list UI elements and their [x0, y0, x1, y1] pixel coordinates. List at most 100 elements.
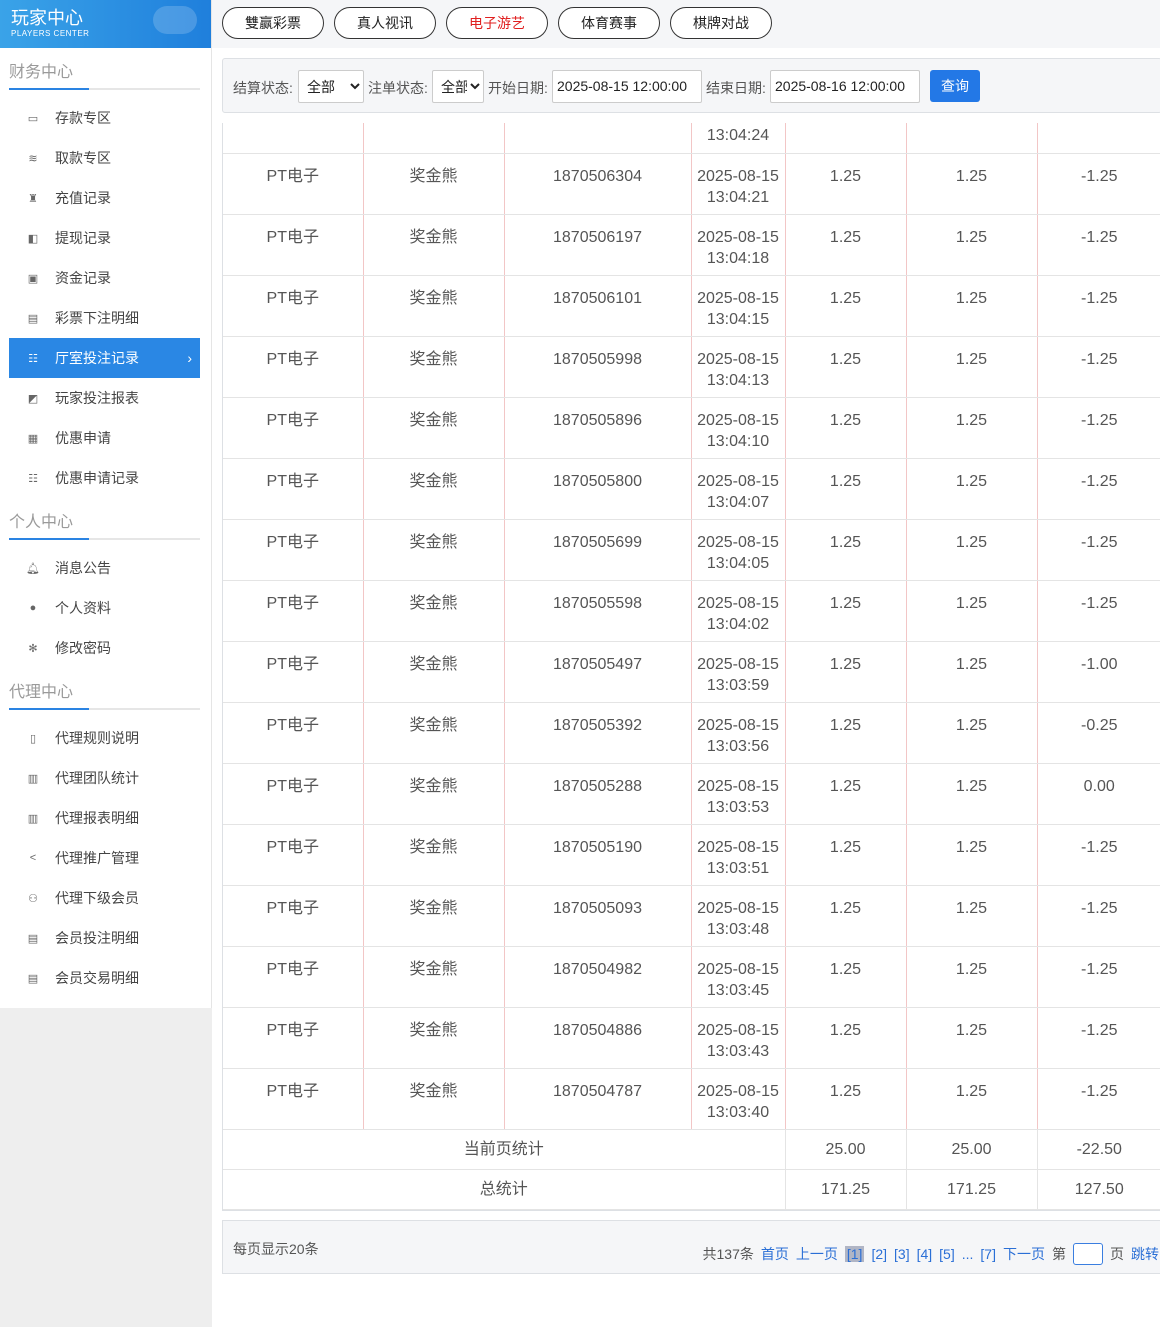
table-cell: 1.25 [784, 1068, 906, 1130]
table-cell: PT电子 [223, 946, 363, 1008]
card-icon: ▭ [27, 112, 39, 125]
cell-text: -1.25 [1081, 228, 1118, 246]
cell-text: 2025-08-15 [697, 350, 779, 368]
book-icon: ▥ [27, 812, 39, 825]
per-page-text: 每页显示20条 [233, 1241, 319, 1257]
sidebar-item[interactable]: ☷ 优惠申请记录 [9, 458, 200, 498]
end-date-input[interactable]: 2025-08-16 12:00:00 [770, 70, 920, 103]
table-cell: 1870505699 [503, 519, 691, 581]
sidebar-item[interactable]: ▥ 代理团队统计 [9, 758, 200, 798]
cell-text: 2025-08-15 [697, 472, 779, 490]
sidebar-item[interactable]: ▦ 优惠申请 [9, 418, 200, 458]
order-status-select[interactable]: 全部 [432, 70, 484, 103]
sidebar-item[interactable]: ✻ 修改密码 [9, 628, 200, 668]
page-link[interactable]: [4] [916, 1246, 933, 1262]
sidebar-item[interactable]: ▯ 代理规则说明 [9, 718, 200, 758]
cell-text: 2025-08-15 [697, 899, 779, 917]
goto-page-input[interactable] [1073, 1243, 1103, 1265]
sidebar-section-title: 代理中心 [9, 668, 200, 710]
table-cell: PT电子 [223, 519, 363, 581]
sidebar-item[interactable]: ● 个人资料 [9, 588, 200, 628]
table-cell: 2025-08-15 13:04:13 [690, 336, 785, 398]
table-cell: 奖金熊 [362, 1007, 504, 1069]
cell-text: 13:03:43 [706, 1042, 770, 1060]
tab-button[interactable]: 电子游艺 [446, 7, 548, 39]
cell-text: 2025-08-15 [697, 411, 779, 429]
goto-suffix: 页 [1110, 1246, 1124, 1262]
sidebar-item[interactable]: ◧ 提现记录 [9, 218, 200, 258]
list-icon: ☷ [28, 472, 38, 485]
cell-text: PT电子 [266, 1021, 319, 1039]
sidebar-item[interactable]: ≋ 取款专区 [9, 138, 200, 178]
tab-button[interactable]: 真人视讯 [334, 7, 436, 39]
table-cell: 1.25 [905, 458, 1037, 520]
table-cell: 奖金熊 [362, 214, 504, 276]
cell-text: -1.25 [1081, 289, 1118, 307]
table-cell: 2025-08-15 13:03:53 [690, 763, 785, 825]
sidebar-item[interactable]: ☷ 厅室投注记录 › [9, 338, 200, 378]
query-button[interactable]: 查询 [930, 70, 980, 102]
table-cell: PT电子 [223, 458, 363, 520]
page-link[interactable]: [1] [844, 1246, 865, 1262]
user-icon: ● [29, 602, 37, 614]
cell-text: 1.25 [829, 1021, 862, 1039]
cell-text: 1.25 [955, 594, 988, 612]
page-link[interactable]: [2] [871, 1246, 888, 1262]
summary-value: 25.00 [784, 1129, 906, 1170]
page-link[interactable]: [3] [894, 1246, 910, 1262]
gift-icon: ▦ [27, 432, 39, 445]
tab-button[interactable]: 棋牌对战 [670, 7, 772, 39]
page-link[interactable]: [5] [939, 1246, 955, 1262]
sidebar-item[interactable]: 🔔︎ 消息公告 [9, 548, 200, 588]
cell-text: 奖金熊 [409, 167, 458, 185]
cell-text: 13:04:18 [706, 249, 770, 267]
safe-icon: ▣ [27, 272, 39, 285]
table-row: 13:04:24 [223, 123, 1160, 154]
cell-text: 1.25 [955, 289, 988, 307]
sidebar-item[interactable]: ▣ 资金记录 [9, 258, 200, 298]
sidebar-item[interactable]: ♜ 充值记录 [9, 178, 200, 218]
sidebar-item[interactable]: ⚇ 代理下级会员 [9, 878, 200, 918]
table-cell: PT电子 [223, 885, 363, 947]
brand-title: 玩家中心 [11, 8, 83, 28]
table-cell: -0.25 [1036, 702, 1160, 764]
table-cell: -1.00 [1036, 641, 1160, 703]
table-cell: -1.25 [1036, 214, 1160, 276]
prev-page-link[interactable]: 上一页 [795, 1246, 838, 1262]
settle-status-select[interactable]: 全部 [298, 70, 364, 103]
table-cell: 2025-08-15 13:03:43 [690, 1007, 785, 1069]
goto-prefix: 第 [1052, 1246, 1066, 1262]
first-page-link[interactable]: 首页 [760, 1246, 789, 1262]
sidebar-item[interactable]: ▤ 会员投注明细 [9, 918, 200, 958]
sidebar-item[interactable]: ▭ 存款专区 [9, 98, 200, 138]
page-link[interactable]: [7] [980, 1246, 996, 1262]
table-row: PT电子 奖金熊 1870505190 2025-08-15 13:03:51 1.25 1… [223, 824, 1160, 886]
sidebar-item[interactable]: ▥ 代理报表明细 [9, 798, 200, 838]
cell-text: PT电子 [266, 167, 319, 185]
table-cell: 2025-08-15 13:04:02 [690, 580, 785, 642]
table-cell: 1.25 [784, 763, 906, 825]
cell-text: 奖金熊 [409, 228, 458, 246]
table-row: PT电子 奖金熊 1870504787 2025-08-15 13:03:40 1.25 1… [223, 1068, 1160, 1130]
cell-text: PT电子 [266, 594, 319, 612]
cell-text: 1.25 [955, 533, 988, 551]
order-status-label: 注单状态: [368, 80, 428, 96]
sidebar-item-label: 资金记录 [55, 270, 111, 286]
ticket-icon: ▤ [27, 312, 39, 325]
start-date-input[interactable]: 2025-08-15 12:00:00 [552, 70, 702, 103]
sidebar-item[interactable]: ▤ 会员交易明细 [9, 958, 200, 998]
cell-text: 1870505896 [553, 411, 642, 429]
sidebar-item[interactable]: < 代理推广管理 [9, 838, 200, 878]
tab-button[interactable]: 体育赛事 [558, 7, 660, 39]
jump-button[interactable]: 跳转 [1131, 1246, 1159, 1262]
cell-text: -1.25 [1081, 1082, 1118, 1100]
end-date-label: 结束日期: [706, 80, 766, 96]
sidebar-item[interactable]: ▤ 彩票下注明细 [9, 298, 200, 338]
tab-button[interactable]: 雙赢彩票 [222, 7, 324, 39]
next-page-link[interactable]: 下一页 [1003, 1246, 1045, 1262]
total-count: 共137条 [702, 1246, 754, 1262]
table-cell: 2025-08-15 13:03:48 [690, 885, 785, 947]
table-cell: 奖金熊 [362, 1068, 504, 1130]
table-cell: PT电子 [223, 397, 363, 459]
sidebar-item[interactable]: ◩ 玩家投注报表 [9, 378, 200, 418]
